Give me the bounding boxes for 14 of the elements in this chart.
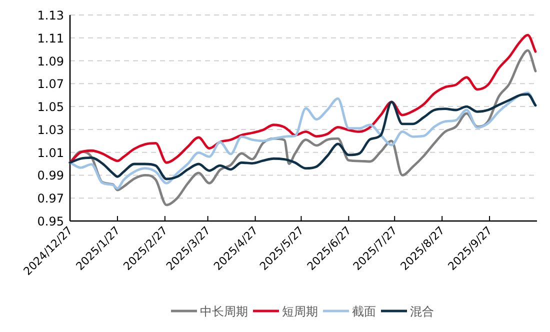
legend-label: 短周期 [282, 304, 318, 318]
y-tick-label: 1.01 [37, 146, 64, 160]
y-tick-label: 0.95 [37, 214, 64, 228]
legend-label: 截面 [352, 304, 376, 318]
y-tick-label: 1.11 [37, 31, 64, 46]
legend-label: 混合 [410, 304, 434, 318]
y-tick-label: 1.09 [37, 54, 64, 68]
y-tick-label: 0.99 [37, 168, 64, 183]
y-tick-label: 1.07 [37, 77, 64, 92]
y-tick-label: 1.13 [37, 8, 64, 22]
y-tick-label: 1.03 [37, 122, 64, 137]
y-tick-label: 0.97 [37, 192, 64, 206]
legend-label: 中长周期 [200, 304, 248, 318]
y-tick-label: 1.05 [37, 100, 64, 114]
